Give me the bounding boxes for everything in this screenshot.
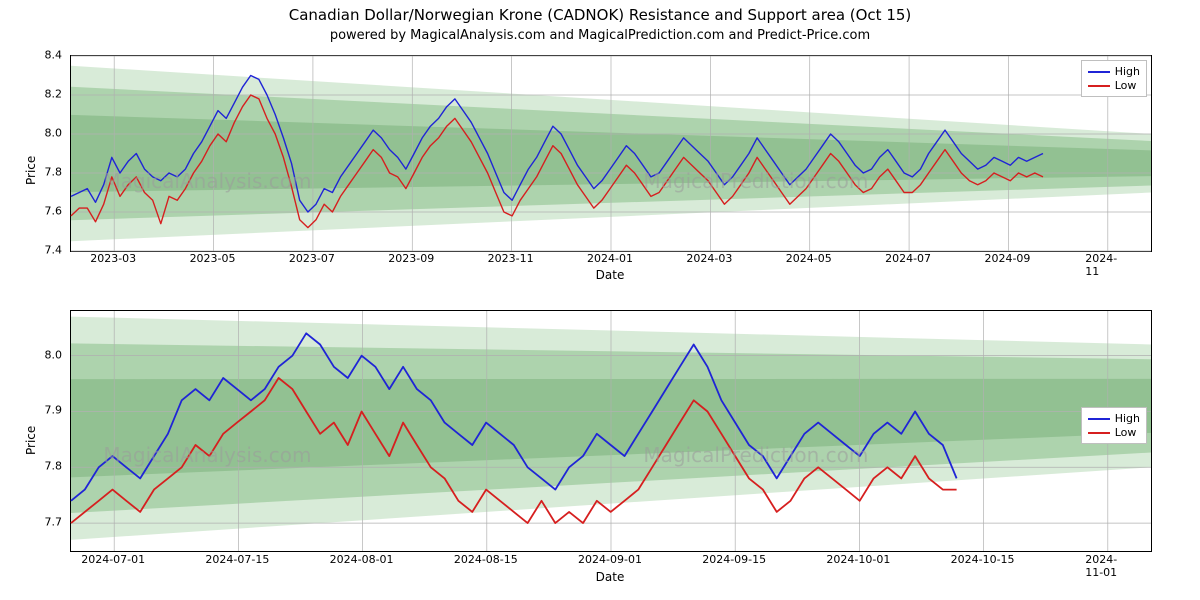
ytick-label: 7.9 (45, 404, 63, 417)
legend-top: High Low (1081, 60, 1147, 97)
xtick-label: 2024-09-15 (702, 553, 766, 566)
figure-title: Canadian Dollar/Norwegian Krone (CADNOK)… (0, 6, 1200, 24)
ytick-label: 8.0 (45, 348, 63, 361)
xtick-label: 2023-09 (388, 252, 434, 265)
xtick-label: 2023-03 (90, 252, 136, 265)
xtick-label: 2023-07 (289, 252, 335, 265)
xtick-label: 2024-11-01 (1085, 553, 1128, 579)
xtick-label: 2024-09-01 (578, 553, 642, 566)
chart-top: MagicalAnalysis.com MagicalPrediction.co… (70, 55, 1152, 252)
chart-bottom-xticks: 2024-07-01 2024-07-15 2024-08-01 2024-08-15… (70, 553, 1150, 567)
figure: Canadian Dollar/Norwegian Krone (CADNOK)… (0, 0, 1200, 600)
chart-bottom-xlabel: Date (70, 570, 1150, 584)
ytick-label: 7.4 (45, 244, 63, 257)
figure-subtitle: powered by MagicalAnalysis.com and Magic… (0, 28, 1200, 43)
ytick-label: 7.8 (45, 460, 63, 473)
xtick-label: 2024-07-01 (81, 553, 145, 566)
legend-label-high: High (1115, 65, 1140, 78)
chart-top-xlabel: Date (70, 268, 1150, 282)
xtick-label: 2024-07 (885, 252, 931, 265)
legend-label-low: Low (1115, 79, 1137, 92)
ytick-label: 8.4 (45, 49, 63, 62)
xtick-label: 2024-03 (686, 252, 732, 265)
xtick-label: 2024-11 (1085, 252, 1128, 278)
chart-top-xticks: 2023-03 2023-05 2023-07 2023-09 2023-11 2024-… (70, 252, 1150, 266)
xtick-label: 2024-01 (587, 252, 633, 265)
ytick-label: 8.0 (45, 127, 63, 140)
legend-swatch-high (1088, 71, 1110, 73)
ytick-label: 7.7 (45, 516, 63, 529)
chart-top-svg (71, 56, 1151, 251)
ytick-label: 7.6 (45, 205, 63, 218)
chart-bottom-yticks: 7.7 7.8 7.9 8.0 (0, 310, 68, 550)
xtick-label: 2023-11 (488, 252, 534, 265)
xtick-label: 2023-05 (190, 252, 236, 265)
xtick-label: 2024-09 (984, 252, 1030, 265)
xtick-label: 2024-08-01 (330, 553, 394, 566)
legend-swatch-low (1088, 85, 1110, 87)
xtick-label: 2024-10-01 (826, 553, 890, 566)
legend-label-low: Low (1115, 426, 1137, 439)
xtick-label: 2024-10-15 (951, 553, 1015, 566)
xtick-label: 2024-08-15 (454, 553, 518, 566)
chart-top-yticks: 7.47.67.88.08.28.4 (0, 55, 68, 250)
legend-label-high: High (1115, 412, 1140, 425)
chart-bottom: MagicalAnalysis.com MagicalPrediction.co… (70, 310, 1152, 552)
legend-swatch-low (1088, 432, 1110, 434)
xtick-label: 2024-07-15 (205, 553, 269, 566)
chart-bottom-svg (71, 311, 1151, 551)
ytick-label: 7.8 (45, 166, 63, 179)
legend-bottom: High Low (1081, 407, 1147, 444)
legend-swatch-high (1088, 418, 1110, 420)
xtick-label: 2024-05 (786, 252, 832, 265)
ytick-label: 8.2 (45, 88, 63, 101)
